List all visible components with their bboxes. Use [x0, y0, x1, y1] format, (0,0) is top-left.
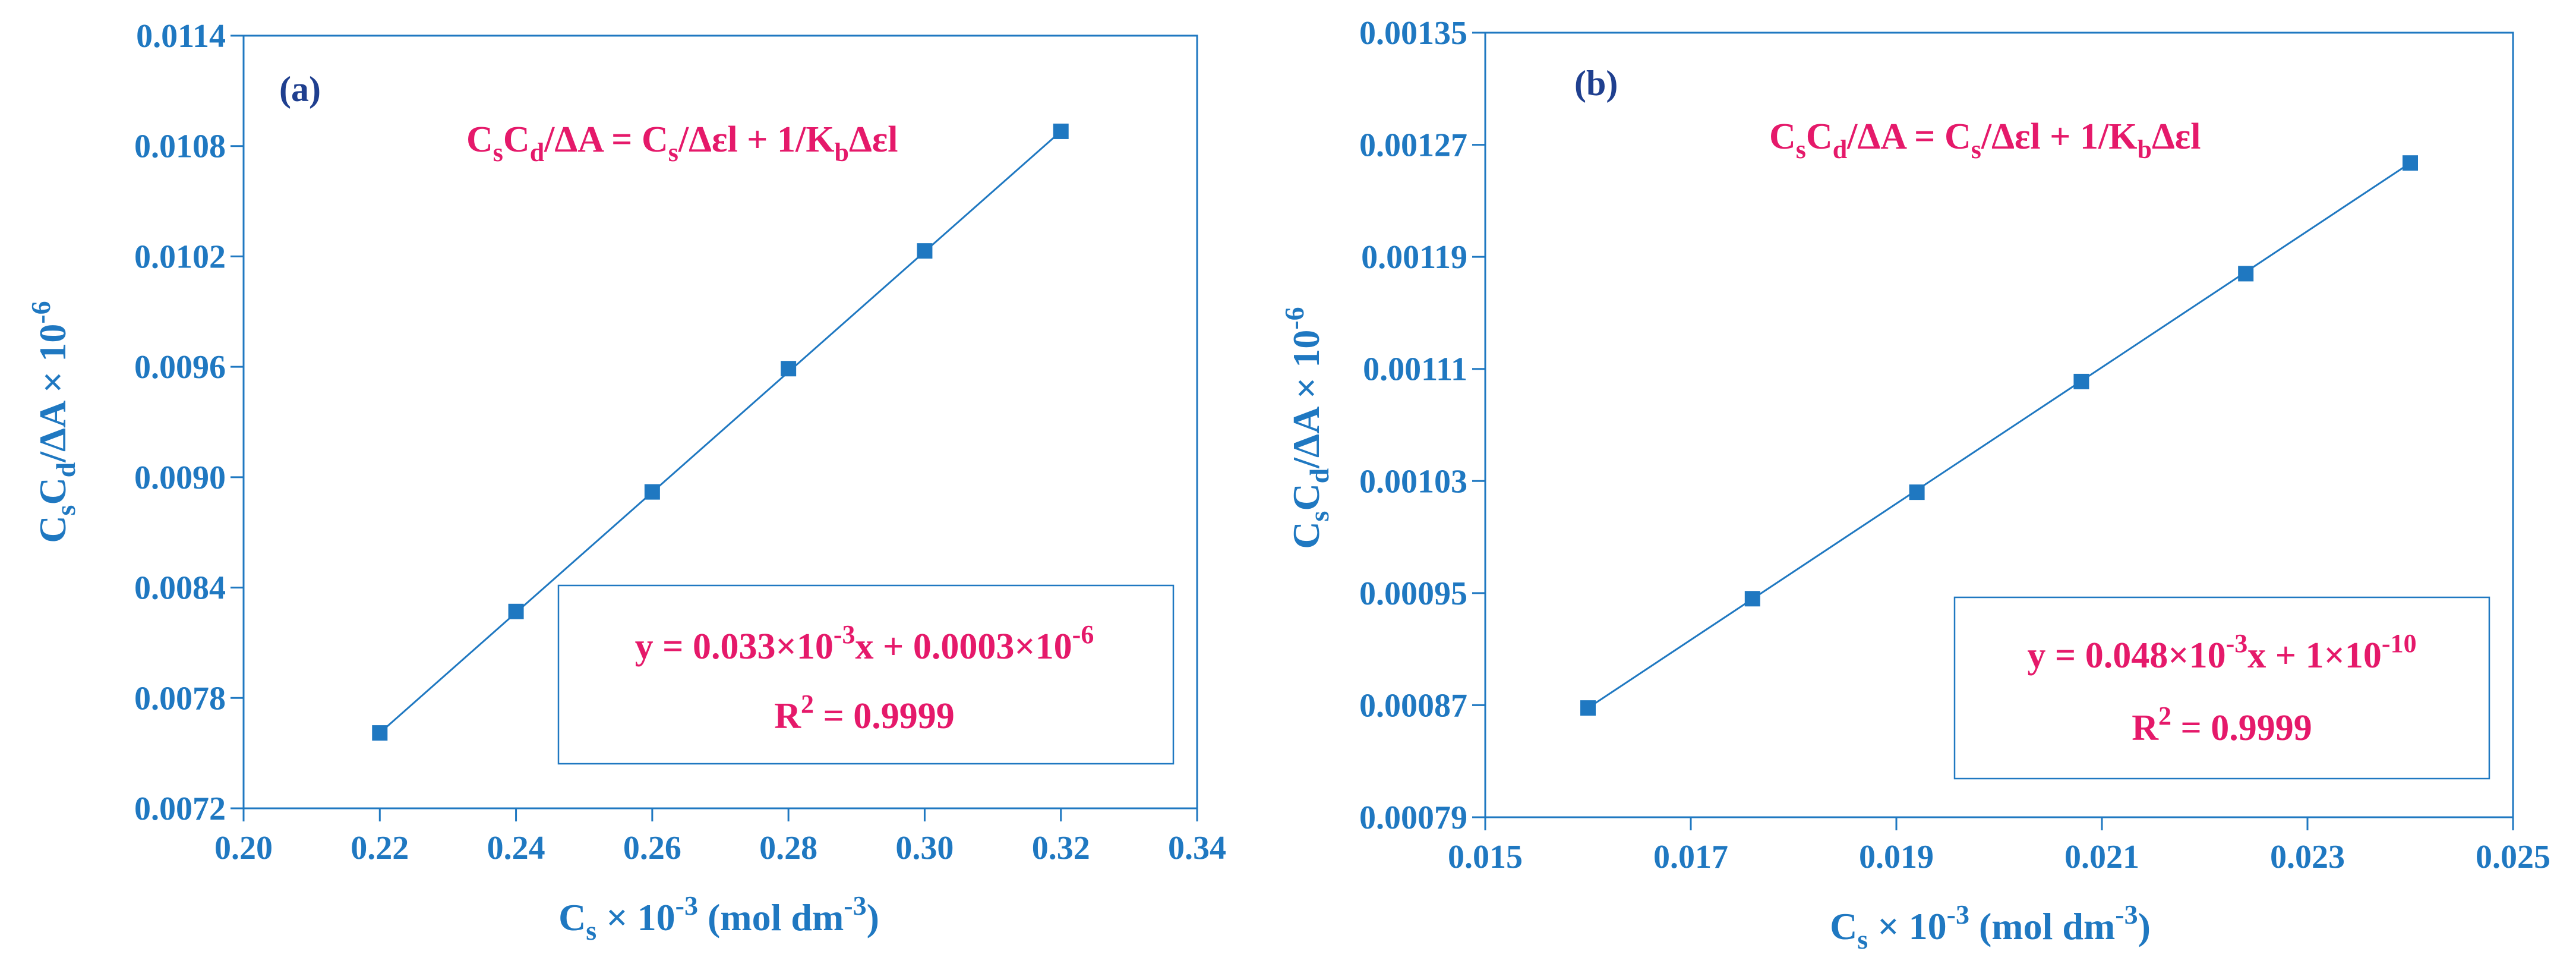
data-point: [508, 603, 524, 619]
y-tick-label: 0.0114: [136, 18, 226, 55]
x-axis-title: Cs × 10-3 (mol dm-3): [558, 890, 879, 946]
x-tick-label: 0.26: [623, 830, 681, 867]
data-point: [781, 361, 797, 377]
x-tick-label: 0.017: [1653, 839, 1728, 875]
fit-legend-box: [557, 584, 1175, 765]
y-tick-label: 0.00095: [1359, 575, 1467, 612]
r-squared: R2 = 0.9999: [774, 689, 955, 736]
y-tick-label: 0.00103: [1359, 463, 1467, 500]
y-axis-title: CsCd/ΔA × 10-6: [26, 301, 81, 543]
chart-panel-b: 0.015 0.017 0.019 0.021 0.023 0.025 0.00079 0.0…: [1279, 15, 2550, 955]
x-tick-label: 0.30: [895, 830, 954, 867]
plot-frame: [1484, 32, 2514, 818]
y-tick-label: 0.00127: [1359, 127, 1467, 164]
fit-equation: y = 0.033×10-3x + 0.0003×10-6: [635, 620, 1094, 667]
x-tick-label: 0.015: [1448, 839, 1523, 875]
data-point: [2403, 155, 2418, 171]
model-equation: CsCd/ΔA = Cs/Δεl + 1/KbΔεl: [466, 119, 898, 167]
data-point: [372, 725, 388, 741]
x-tick-label: 0.34: [1168, 830, 1226, 867]
fit-legend-box: [1953, 596, 2490, 780]
x-tick-label: 0.025: [2476, 839, 2550, 875]
data-point: [2238, 266, 2254, 282]
linear-fit-line: [1587, 162, 2411, 709]
fit-equation: y = 0.048×10-3x + 1×10-10: [2027, 629, 2416, 676]
chart-panel-a: 0.20 0.22 0.24 0.26 0.28 0.30 0.32 0.34 0.0072 0.…: [26, 18, 1226, 946]
model-equation: CsCd/ΔA = Cs/Δεl + 1/KbΔεl: [1769, 116, 2201, 164]
y-tick-label: 0.0102: [134, 238, 226, 275]
x-tick-label: 0.019: [1859, 839, 1934, 875]
data-point: [1909, 484, 1925, 500]
panel-label: (b): [1574, 64, 1618, 103]
x-tick-label: 0.22: [351, 830, 409, 867]
y-tick-label: 0.00087: [1359, 687, 1467, 724]
y-axis-title: CsCd/ΔA × 10-6: [1279, 307, 1334, 549]
y-tick-label: 0.0078: [134, 680, 226, 717]
x-tick-label: 0.28: [759, 830, 817, 867]
data-point: [1053, 123, 1069, 139]
y-tick-label: 0.0090: [134, 459, 226, 496]
x-axis-title: Cs × 10-3 (mol dm-3): [1830, 899, 2151, 955]
x-tick-label: 0.023: [2270, 839, 2345, 875]
plot-frame: [242, 34, 1198, 810]
y-tick-label: 0.0096: [134, 349, 226, 386]
y-tick-label: 0.0108: [134, 128, 226, 165]
y-tick-label: 0.00079: [1359, 799, 1467, 836]
x-tick-label: 0.021: [2064, 839, 2139, 875]
x-tick-label: 0.24: [487, 830, 545, 867]
y-tick-label: 0.00111: [1363, 351, 1467, 388]
y-tick-label: 0.00119: [1361, 239, 1467, 276]
x-tick-label: 0.32: [1032, 830, 1090, 867]
data-point: [2073, 373, 2089, 389]
y-tick-label: 0.0084: [134, 570, 226, 607]
panel-label: (a): [279, 70, 321, 109]
y-tick-label: 0.0072: [134, 791, 226, 827]
data-point: [1580, 700, 1596, 716]
y-tick-label: 0.00135: [1359, 15, 1467, 52]
data-point: [917, 243, 933, 259]
linear-fit-line: [379, 130, 1062, 734]
data-point: [1744, 591, 1760, 607]
data-point: [644, 484, 660, 500]
x-tick-label: 0.20: [214, 830, 273, 867]
r-squared: R2 = 0.9999: [2132, 701, 2312, 748]
